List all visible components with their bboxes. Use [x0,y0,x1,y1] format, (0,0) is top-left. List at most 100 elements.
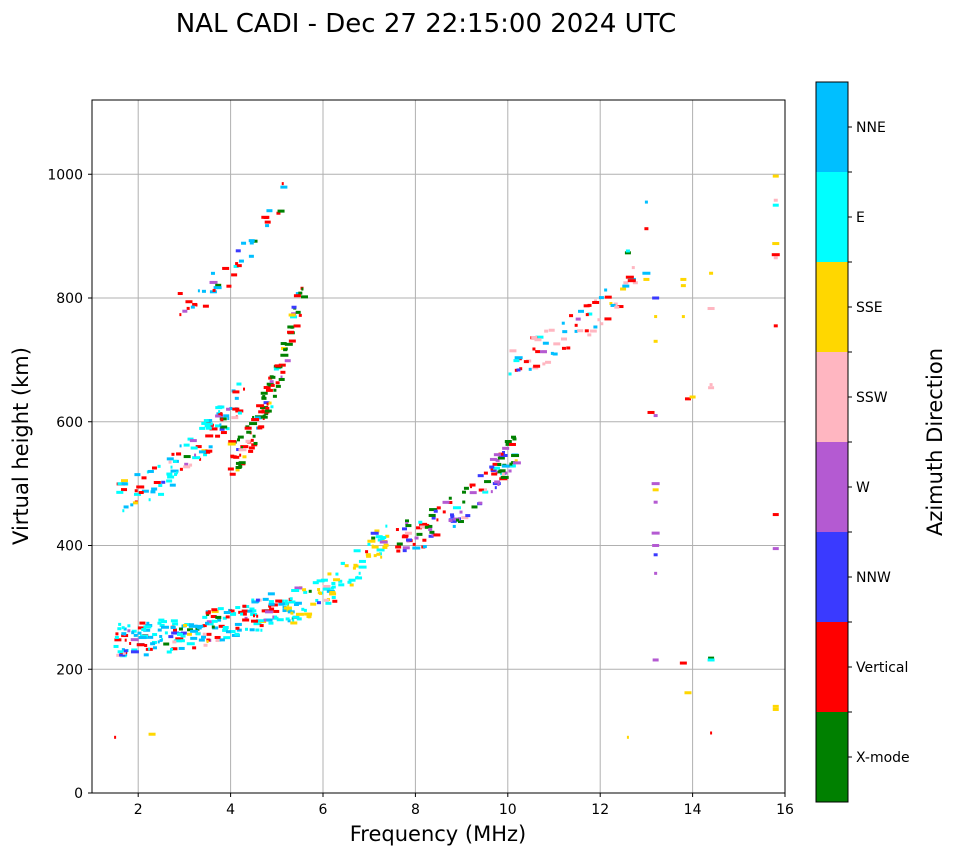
echo-point [268,604,272,608]
echo-point [772,547,779,551]
echo-point [304,612,313,616]
echo-point [177,292,183,296]
echo-point [114,635,119,639]
echo-point [708,386,715,390]
echo-point [143,653,149,657]
echo-point [405,524,412,528]
echo-point [442,500,450,504]
echo-point [278,377,285,381]
echo-point [276,211,281,215]
echo-point [253,622,262,626]
echo-point [260,628,263,632]
echo-point [284,342,293,346]
echo-point [332,599,338,603]
echo-point [195,632,201,636]
echo-point [273,367,279,371]
plot-area [92,100,785,793]
echo-point [202,632,206,636]
echo-point [225,630,231,634]
colorbar-swatch-w [816,442,848,532]
echo-point [420,525,426,529]
echo-point [450,515,455,519]
echo-point [574,323,578,327]
echo-point [497,456,505,460]
echo-point [122,651,126,655]
echo-point [244,627,248,631]
echo-point [189,623,195,627]
echo-point [172,622,179,626]
echo-point [578,309,585,313]
echo-point [269,380,274,384]
echo-point [377,538,385,542]
echo-point [395,528,399,532]
echo-point [622,284,630,288]
echo-point [395,545,402,549]
echo-point [249,607,255,611]
echo-point [707,658,715,662]
echo-point [508,442,516,446]
echo-point [505,442,511,446]
echo-point [265,388,273,392]
echo-point [206,638,211,642]
echo-point [131,648,138,652]
echo-point [171,631,180,635]
echo-point [459,510,463,514]
echo-point [259,624,264,628]
echo-point [227,442,236,446]
echo-point [355,576,363,580]
echo-point [469,483,476,487]
echo-point [428,513,436,517]
echo-point [500,475,509,479]
echo-point [124,638,127,642]
echo-point [406,538,413,542]
echo-point [503,471,508,475]
echo-point [273,388,277,392]
echo-point [256,614,259,618]
echo-point [240,446,243,450]
x-tick-label: 4 [226,802,235,818]
echo-point [122,509,125,513]
echo-point [544,329,549,333]
echo-point [254,416,262,420]
echo-point [371,536,376,540]
echo-point [263,618,267,622]
echo-point [483,488,487,492]
colorbar-tick-label: Vertical [856,660,908,676]
echo-point [330,586,334,590]
echo-point [275,384,281,388]
echo-point [680,284,686,288]
echo-point [604,295,612,299]
echo-point [151,487,158,491]
echo-point [175,637,184,641]
echo-point [322,584,331,588]
echo-point [117,627,122,631]
echo-point [287,619,291,623]
echo-point [205,611,211,615]
echo-point [450,513,455,517]
x-axis-ticks: 2 4 6 8 10 12 14 16 [134,793,794,818]
echo-point [501,464,510,468]
colorbar-frame [815,81,849,803]
echo-point [349,583,354,587]
echo-point [215,406,223,410]
echo-point [347,580,352,584]
echo-point [265,224,270,228]
echo-point [436,506,441,510]
echo-point [206,640,209,644]
echo-point [293,324,301,328]
echo-point [553,342,561,346]
echo-point [627,279,636,283]
echo-point [283,606,292,610]
echo-point [226,407,231,411]
echo-point [426,523,430,527]
echo-point [771,253,780,257]
echo-point [235,409,244,413]
echo-point [192,302,198,306]
echo-point [545,360,552,364]
echo-point [226,284,232,288]
echo-point [534,338,542,342]
echo-point [653,553,658,557]
echo-point [235,461,241,465]
echo-point [512,461,521,465]
echo-point [205,426,212,430]
